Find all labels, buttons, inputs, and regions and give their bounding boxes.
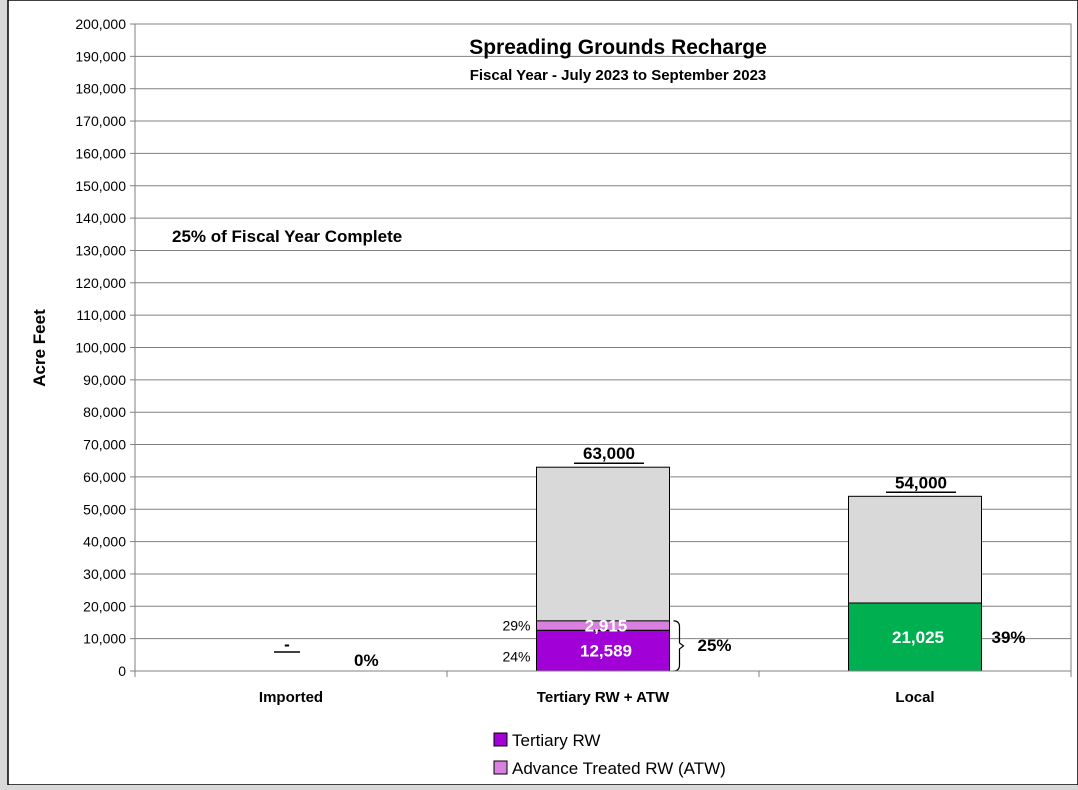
- y-tick-label: 20,000: [83, 598, 126, 614]
- y-tick-label: 10,000: [83, 631, 126, 647]
- segment-percent: 29%: [502, 618, 530, 634]
- target-label: 63,000: [583, 444, 635, 463]
- y-tick-label: 90,000: [83, 372, 126, 388]
- y-axis-ticks: 0 10,000 20,000 30,000 40,000 50,000 60,000 70,…: [75, 16, 135, 679]
- bar-segment: [536, 629, 670, 672]
- total-percent: 25%: [698, 636, 732, 655]
- value-label: 2,915: [585, 617, 628, 636]
- x-tick-label: Tertiary RW + ATW: [537, 689, 670, 706]
- fiscal-year-annotation: 25% of Fiscal Year Complete: [172, 227, 402, 246]
- y-tick-label: 190,000: [75, 48, 126, 64]
- target-label: 54,000: [895, 473, 947, 492]
- legend-swatch: [493, 760, 508, 775]
- legend-label: Tertiary RW: [512, 731, 600, 750]
- y-tick-label: 120,000: [75, 275, 126, 291]
- value-label: -: [283, 665, 288, 681]
- y-tick-label: 100,000: [75, 340, 126, 356]
- y-tick-label: 130,000: [75, 242, 126, 258]
- bars: [536, 466, 982, 672]
- y-tick-label: 180,000: [75, 81, 126, 97]
- bar-segment: [536, 620, 670, 631]
- y-tick-label: 50,000: [83, 501, 126, 517]
- value-label: 12,589: [580, 642, 632, 661]
- x-tick-label: Imported: [259, 689, 323, 706]
- y-tick-label: 160,000: [75, 145, 126, 161]
- y-tick-label: 170,000: [75, 113, 126, 129]
- segment-percent: 24%: [502, 649, 530, 665]
- y-tick-label: 80,000: [83, 404, 126, 420]
- y-tick-label: 150,000: [75, 178, 126, 194]
- y-tick-label: 0: [118, 663, 126, 679]
- bar-segment: [848, 602, 982, 672]
- legend: Tertiary RW Advance Treated RW (ATW): [493, 731, 726, 778]
- value-label: 21,025: [892, 628, 944, 647]
- total-percent: 39%: [992, 628, 1026, 647]
- y-tick-label: 200,000: [75, 16, 126, 32]
- y-tick-label: 60,000: [83, 469, 126, 485]
- total-percent: 0%: [354, 651, 379, 670]
- legend-swatch: [493, 732, 508, 747]
- y-tick-label: 140,000: [75, 210, 126, 226]
- chart-subtitle: Fiscal Year - July 2023 to September 202…: [470, 67, 767, 84]
- y-tick-label: 110,000: [76, 307, 126, 323]
- target-label: -: [284, 635, 290, 654]
- data-labels: - 63,000 54,000 - 12,589 2,915 21,025 24% 29% 0% 2…: [274, 444, 1026, 681]
- y-tick-label: 40,000: [83, 534, 126, 550]
- chart-title: Spreading Grounds Recharge: [469, 36, 767, 59]
- y-tick-label: 30,000: [83, 566, 126, 582]
- y-axis-label: Acre Feet: [30, 309, 49, 387]
- x-tick-label: Local: [895, 689, 934, 706]
- legend-label: Advance Treated RW (ATW): [512, 759, 726, 778]
- x-axis-ticks: Imported Tertiary RW + ATW Local: [134, 670, 1072, 706]
- y-tick-label: 70,000: [83, 437, 126, 453]
- bracket: [673, 620, 685, 672]
